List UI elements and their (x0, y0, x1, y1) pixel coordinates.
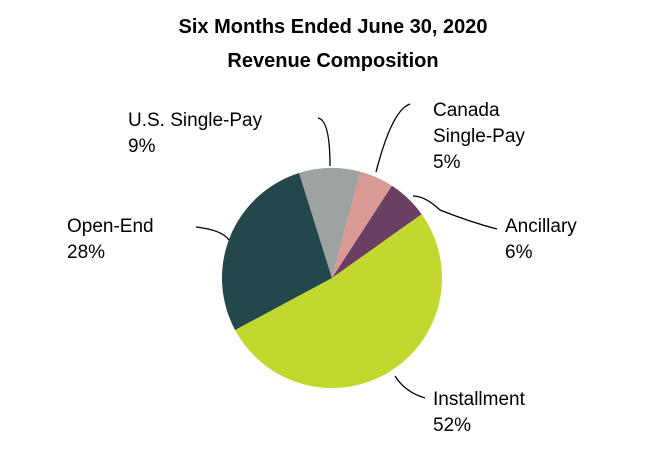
slice-label: Ancillary (505, 216, 577, 237)
slice-value-label: 28% (67, 242, 105, 263)
leader-line (317, 117, 331, 167)
leader-line (375, 103, 411, 173)
leader-line (195, 226, 230, 241)
leader-line (412, 195, 498, 230)
chart-title: Six Months Ended June 30, 2020 (179, 16, 488, 38)
slice-value-label: 5% (433, 152, 461, 173)
slice-label: Open-End (67, 216, 154, 237)
pie-slice (299, 168, 361, 278)
leader-line (394, 375, 426, 399)
slice-label: Installment (433, 389, 526, 410)
chart-subtitle: Revenue Composition (227, 50, 438, 72)
slice-label: Canada Single-Pay (433, 100, 525, 147)
slice-label: U.S. Single-Pay (128, 110, 263, 131)
pie-slice (332, 171, 392, 278)
slice-value-label: 52% (433, 415, 471, 436)
slice-value-label: 9% (128, 136, 156, 157)
slice-value-label: 6% (505, 242, 533, 263)
pie-slice (235, 214, 442, 388)
pie-slice (222, 173, 332, 330)
pie-slice (332, 185, 422, 278)
